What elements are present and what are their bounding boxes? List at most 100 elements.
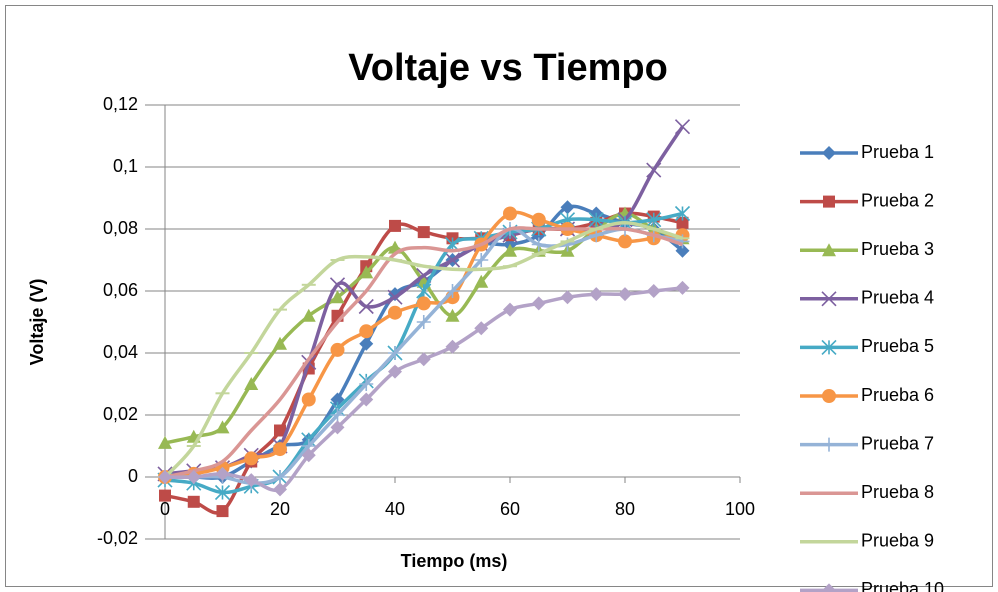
marker — [646, 212, 662, 228]
marker — [646, 162, 662, 178]
y-tick-label: 0 — [128, 466, 138, 486]
marker — [388, 305, 402, 320]
marker — [474, 274, 489, 288]
marker — [273, 482, 287, 497]
marker — [822, 583, 836, 592]
series — [158, 280, 690, 497]
marker — [359, 377, 374, 391]
marker — [822, 389, 836, 403]
marker — [214, 484, 231, 501]
marker — [474, 253, 489, 267]
marker — [531, 296, 546, 311]
marker — [674, 119, 691, 135]
marker — [273, 442, 287, 457]
marker — [675, 243, 690, 258]
marker — [821, 339, 837, 355]
marker — [560, 290, 575, 305]
marker — [674, 205, 691, 222]
x-axis-label: Tiempo (ms) — [401, 551, 508, 571]
marker — [273, 336, 287, 350]
marker — [675, 280, 690, 295]
x-tick-label: 20 — [270, 499, 290, 519]
marker — [159, 489, 171, 502]
marker — [216, 505, 229, 518]
marker — [589, 287, 604, 302]
marker — [329, 277, 346, 293]
marker — [359, 324, 374, 339]
marker — [474, 321, 489, 336]
y-tick-label: -0,02 — [97, 528, 138, 548]
marker — [416, 296, 431, 311]
legend-label: Prueba 6 — [861, 385, 934, 405]
marker — [822, 146, 836, 160]
marker — [301, 448, 316, 463]
marker — [676, 216, 689, 229]
y-tick-label: 0,02 — [103, 404, 138, 424]
y-tick-label: 0,08 — [103, 218, 138, 238]
marker — [330, 290, 345, 304]
legend-label: Prueba 8 — [861, 482, 934, 502]
marker — [503, 206, 517, 221]
marker — [416, 352, 431, 367]
legend-label: Prueba 7 — [861, 433, 934, 453]
marker — [301, 308, 316, 322]
marker — [330, 408, 345, 422]
legend-label: Prueba 5 — [861, 336, 934, 356]
marker — [821, 291, 837, 307]
y-tick-label: 0,12 — [103, 94, 138, 114]
marker — [330, 342, 345, 357]
marker — [503, 243, 517, 257]
marker — [416, 283, 432, 299]
marker — [186, 470, 201, 484]
marker — [359, 392, 374, 407]
marker — [618, 287, 632, 302]
marker — [823, 195, 835, 208]
marker — [359, 336, 374, 351]
marker — [215, 466, 230, 481]
marker — [158, 435, 172, 449]
marker — [445, 284, 460, 298]
x-tick-label: 40 — [385, 499, 405, 519]
marker — [358, 298, 374, 315]
marker — [417, 226, 430, 239]
legend-label: Prueba 9 — [861, 531, 934, 551]
marker — [444, 252, 461, 268]
chart-title: Voltaje vs Tiempo — [348, 47, 668, 89]
x-tick-label: 60 — [500, 499, 520, 519]
x-tick-label: 100 — [725, 499, 755, 519]
marker — [187, 495, 200, 508]
x-tick-label: 0 — [160, 499, 170, 519]
marker — [244, 451, 259, 466]
marker — [389, 219, 401, 232]
marker — [244, 377, 259, 390]
y-tick-label: 0,1 — [113, 156, 138, 176]
legend-label: Prueba 3 — [861, 239, 934, 259]
marker — [330, 420, 345, 435]
marker — [388, 364, 402, 379]
marker — [822, 243, 836, 257]
marker — [359, 265, 374, 279]
marker — [822, 437, 836, 452]
marker — [445, 339, 460, 354]
marker — [273, 470, 287, 484]
marker — [387, 289, 403, 305]
marker — [618, 234, 632, 249]
marker — [274, 424, 286, 437]
marker — [416, 315, 431, 329]
marker — [503, 302, 517, 317]
marker — [301, 392, 316, 407]
marker — [388, 346, 402, 360]
marker — [244, 473, 259, 488]
y-tick-label: 0,06 — [103, 280, 138, 300]
legend-label: Prueba 1 — [861, 142, 934, 162]
legend-label: Prueba 4 — [861, 288, 934, 308]
marker — [215, 420, 230, 434]
y-tick-label: 0,04 — [103, 342, 138, 362]
marker — [646, 284, 661, 298]
x-tick-label: 80 — [615, 499, 635, 519]
series — [158, 221, 690, 479]
legend-label: Prueba 10 — [861, 579, 944, 592]
marker — [531, 212, 546, 227]
marker — [158, 470, 172, 484]
